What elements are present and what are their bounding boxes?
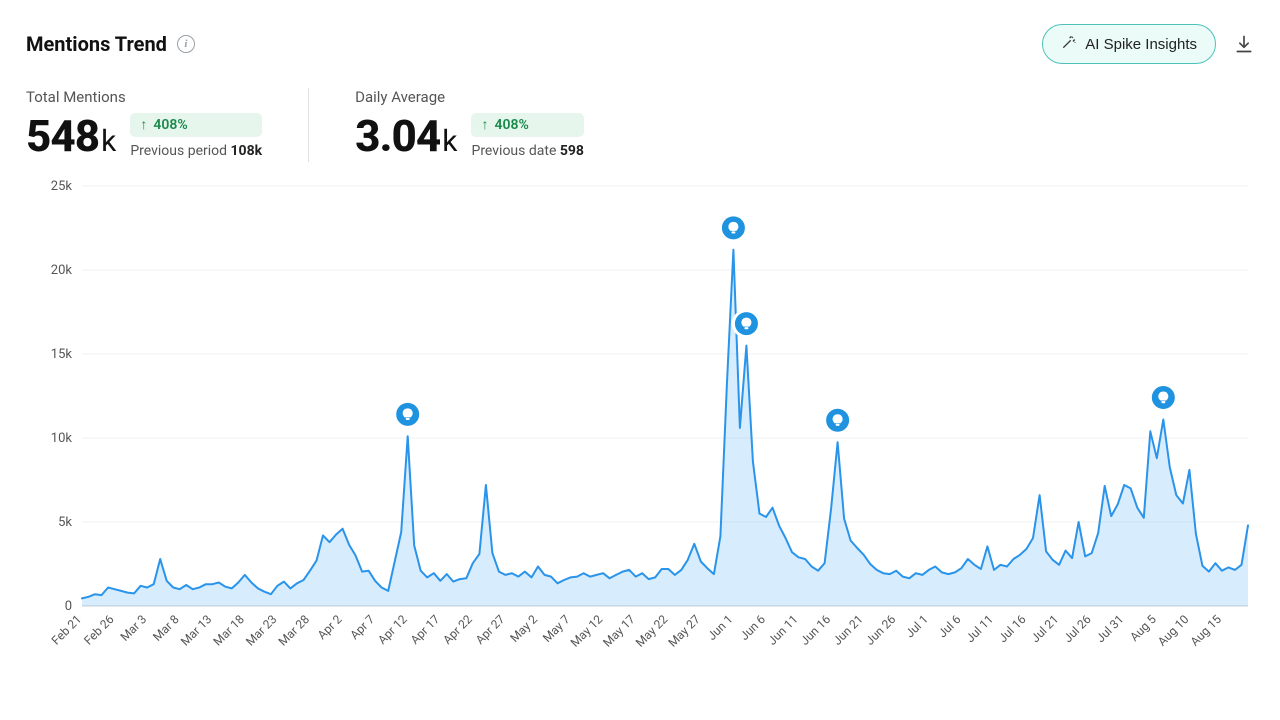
x-tick-label: Apr 12 <box>375 612 410 647</box>
info-icon[interactable]: i <box>177 35 195 53</box>
download-icon[interactable] <box>1234 34 1254 54</box>
mentions-trend-chart: 05k10k15k20k25kFeb 21Feb 26Mar 3Mar 8Mar… <box>26 176 1254 676</box>
x-tick-label: Feb 26 <box>81 612 117 648</box>
stat-main: 3.04 k ↑ 408% Previous date 598 <box>355 110 584 162</box>
x-tick-label: Mar 18 <box>211 612 248 649</box>
ai-button-label: AI Spike Insights <box>1085 36 1197 53</box>
page-title: Mentions Trend <box>26 32 167 56</box>
x-tick-label: Jul 21 <box>1028 612 1061 645</box>
spike-marker[interactable] <box>733 311 759 337</box>
x-tick-label: Aug 10 <box>1155 612 1192 649</box>
y-tick-label: 5k <box>58 515 72 530</box>
spike-marker[interactable] <box>825 407 851 433</box>
x-tick-label: Jul 1 <box>903 612 931 640</box>
header-actions: AI Spike Insights <box>1042 24 1254 64</box>
chart-svg: 05k10k15k20k25kFeb 21Feb 26Mar 3Mar 8Mar… <box>26 176 1254 676</box>
arrow-up-icon: ↑ <box>481 118 488 132</box>
x-tick-label: Jun 21 <box>830 612 866 648</box>
delta-badge: ↑ 408% <box>471 113 583 137</box>
x-tick-label: May 17 <box>600 612 638 650</box>
spike-marker[interactable] <box>1150 385 1176 411</box>
x-tick-label: May 12 <box>568 612 606 650</box>
x-tick-label: Jul 16 <box>996 612 1029 645</box>
x-tick-label: Jun 16 <box>798 612 834 648</box>
stat-side: ↑ 408% Previous date 598 <box>471 113 583 159</box>
y-tick-label: 20k <box>51 263 73 278</box>
header: Mentions Trend i AI Spike Insights <box>26 24 1254 64</box>
x-tick-label: Mar 23 <box>243 612 279 648</box>
stat-unit: k <box>101 124 116 159</box>
x-tick-label: Apr 2 <box>315 612 345 642</box>
prev-line: Previous period 108k <box>130 143 262 159</box>
stat-side: ↑ 408% Previous period 108k <box>130 113 262 159</box>
x-tick-label: Jul 31 <box>1093 612 1126 645</box>
stats-row: Total Mentions 548 k ↑ 408% Previous per… <box>26 88 1254 162</box>
ai-spike-insights-button[interactable]: AI Spike Insights <box>1042 24 1216 64</box>
y-tick-label: 25k <box>51 179 73 194</box>
x-tick-label: Apr 17 <box>408 612 443 647</box>
x-tick-label: May 22 <box>633 612 671 650</box>
y-tick-label: 0 <box>65 599 72 614</box>
y-tick-label: 10k <box>51 431 73 446</box>
y-tick-label: 15k <box>51 347 73 362</box>
series-line <box>82 250 1248 599</box>
x-tick-label: Jun 11 <box>765 612 801 648</box>
spike-marker[interactable] <box>720 215 746 241</box>
title-wrap: Mentions Trend i <box>26 32 195 56</box>
x-tick-label: May 2 <box>507 612 540 645</box>
delta-pct: 408% <box>153 117 187 133</box>
x-tick-label: Mar 13 <box>178 612 214 648</box>
x-tick-label: Jul 6 <box>935 612 963 640</box>
stat-label: Total Mentions <box>26 88 262 106</box>
stat-unit: k <box>442 124 457 159</box>
stat-number: 548 <box>26 110 99 162</box>
x-tick-label: Mar 3 <box>118 612 150 644</box>
x-tick-label: Feb 21 <box>49 612 84 647</box>
x-tick-label: Apr 7 <box>347 612 377 642</box>
delta-badge: ↑ 408% <box>130 113 262 137</box>
x-tick-label: Jun 26 <box>863 612 899 648</box>
magic-wand-icon <box>1061 34 1077 54</box>
spike-marker[interactable] <box>395 401 421 427</box>
x-tick-label: Apr 27 <box>473 612 508 647</box>
stat-value: 3.04 k <box>355 110 457 162</box>
stat-total-mentions: Total Mentions 548 k ↑ 408% Previous per… <box>26 88 308 162</box>
x-tick-label: Aug 15 <box>1188 612 1225 649</box>
arrow-up-icon: ↑ <box>140 118 147 132</box>
x-tick-label: Jul 26 <box>1061 612 1094 645</box>
delta-pct: 408% <box>494 117 528 133</box>
stat-number: 3.04 <box>355 110 440 162</box>
stat-value: 548 k <box>26 110 116 162</box>
x-tick-label: Apr 22 <box>440 612 475 647</box>
x-tick-label: Jul 11 <box>963 612 996 645</box>
stat-label: Daily Average <box>355 88 584 106</box>
x-tick-label: Mar 28 <box>276 612 313 649</box>
stat-main: 548 k ↑ 408% Previous period 108k <box>26 110 262 162</box>
x-tick-label: Jun 6 <box>737 612 768 643</box>
prev-line: Previous date 598 <box>471 143 583 159</box>
x-tick-label: May 27 <box>665 612 703 650</box>
stat-daily-average: Daily Average 3.04 k ↑ 408% Previous dat… <box>308 88 630 162</box>
x-tick-label: Jun 1 <box>705 612 736 643</box>
